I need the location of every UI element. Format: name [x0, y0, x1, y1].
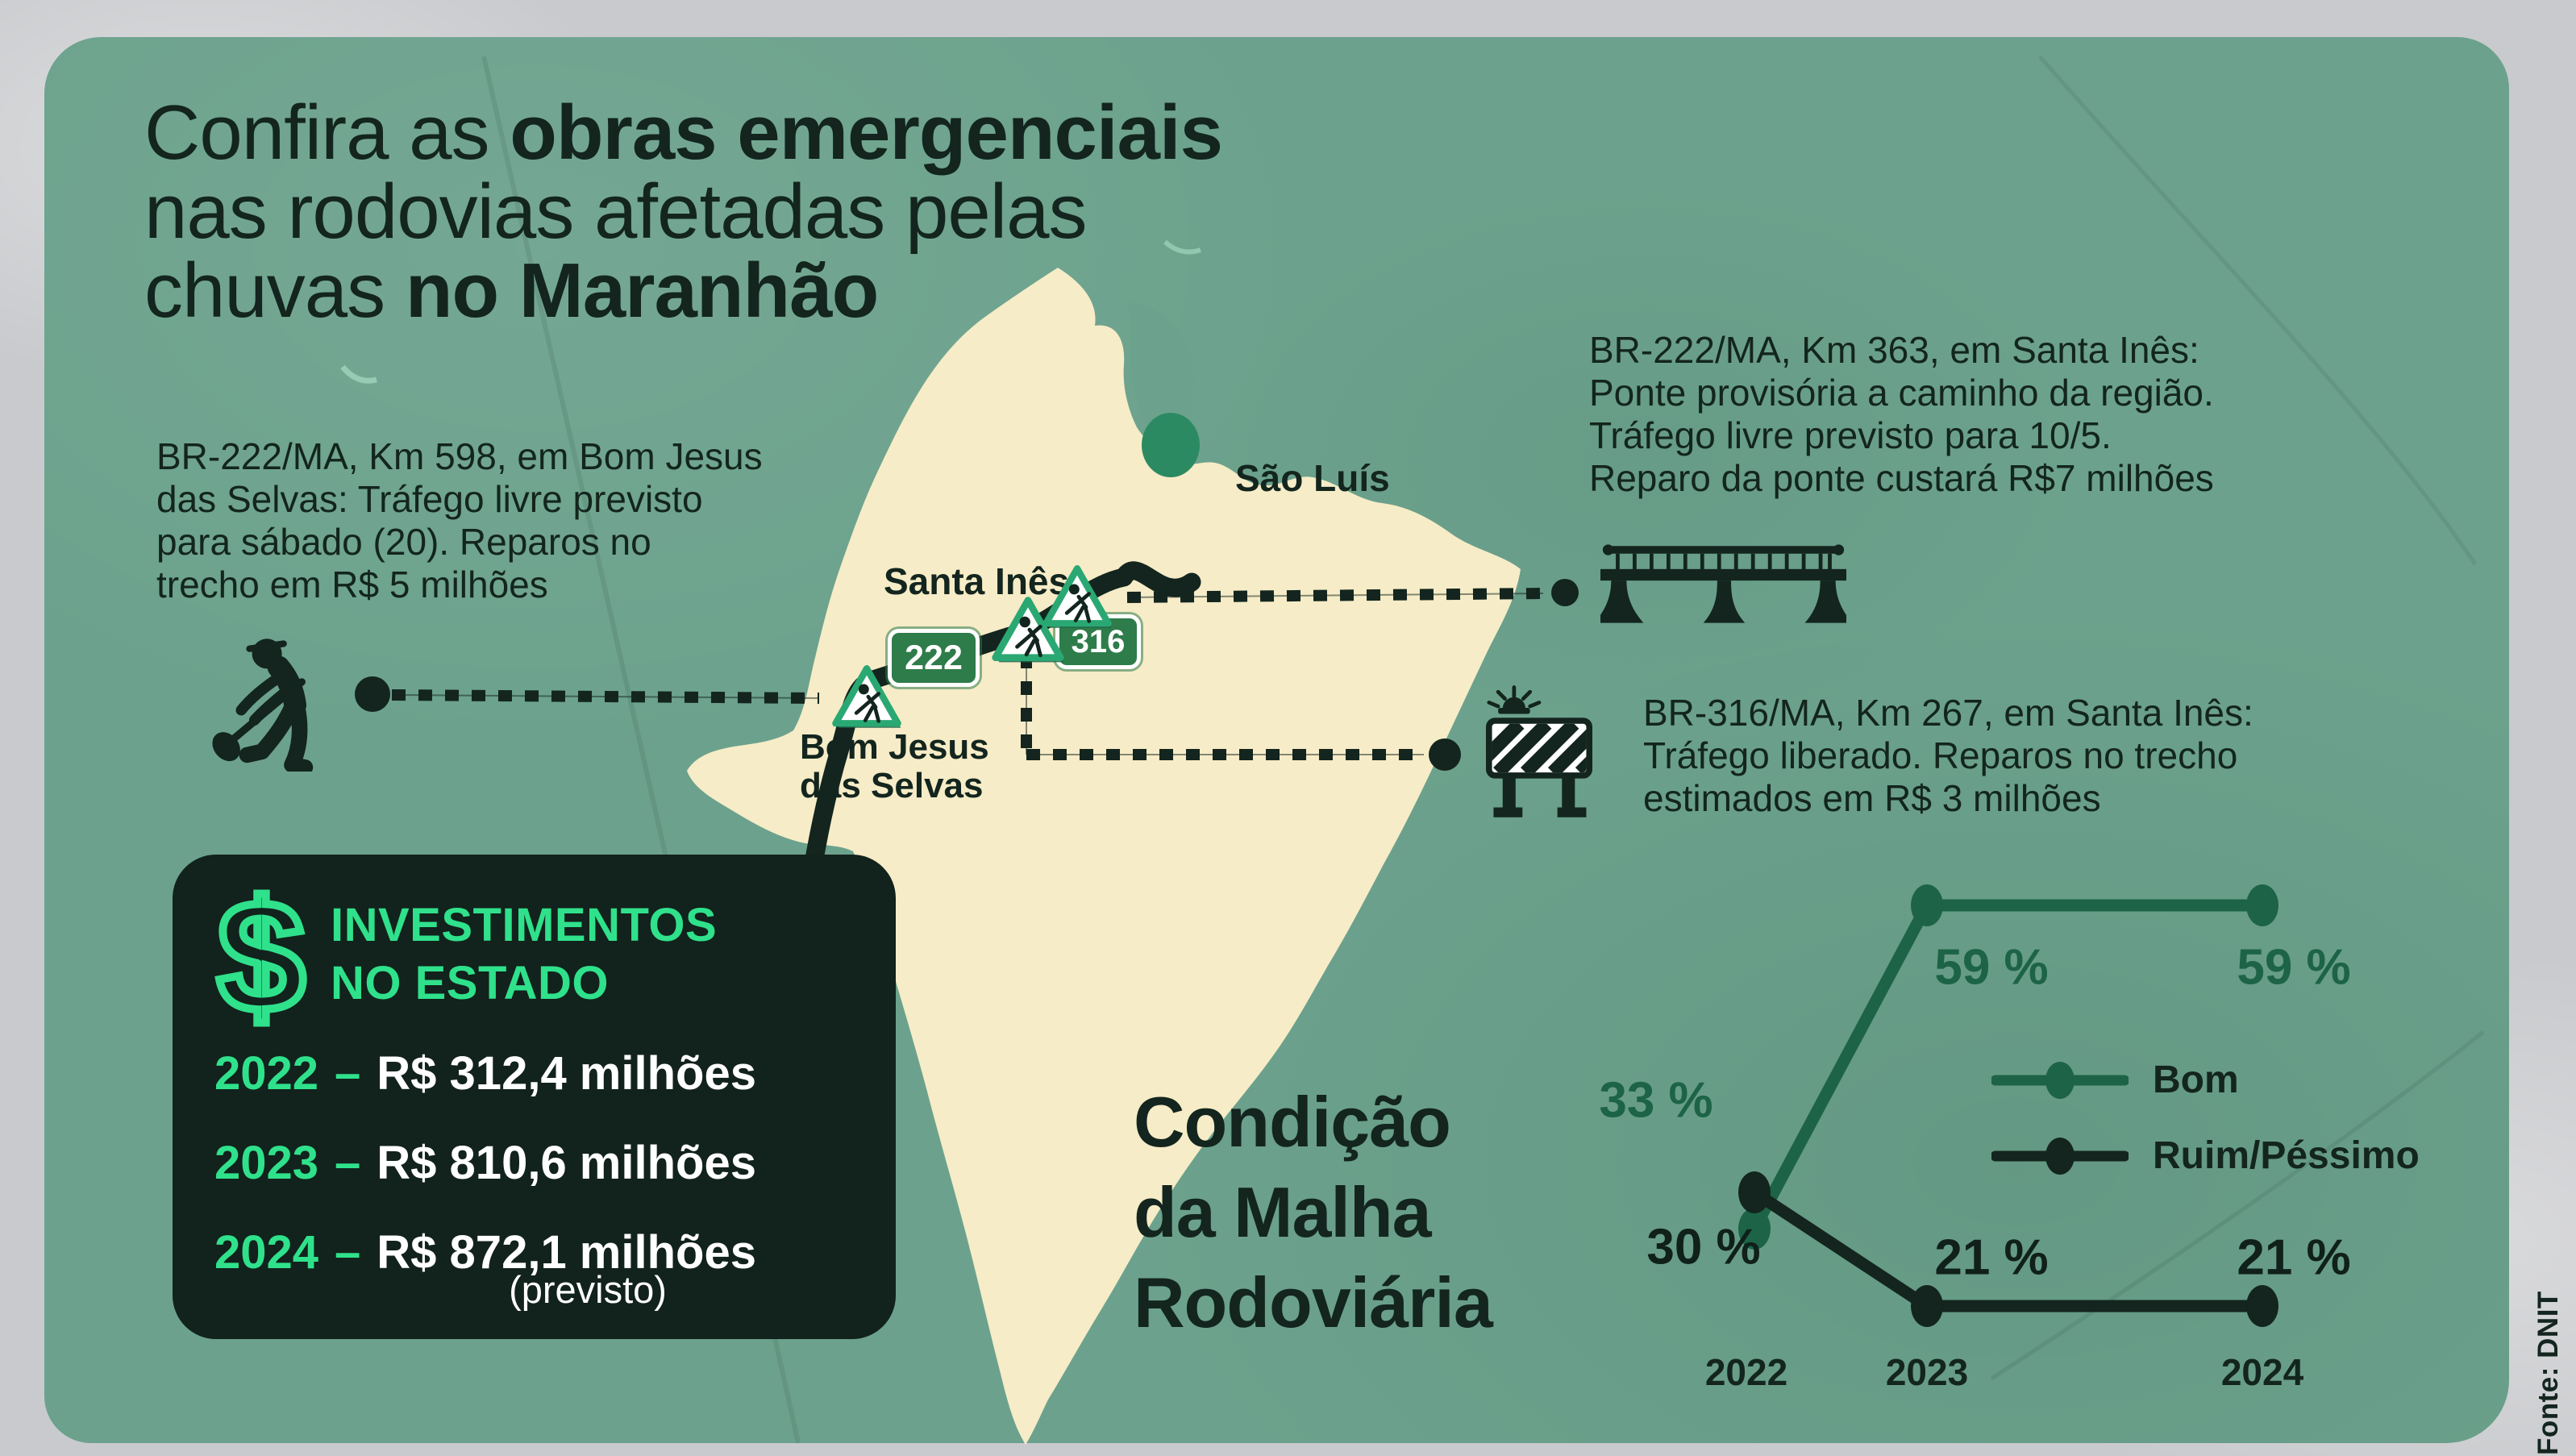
chart-title-line: da Malha [1134, 1172, 1432, 1252]
route-shield-316-number: 316 [1071, 623, 1126, 659]
point-label-bom-2022: 33 % [1599, 1072, 1713, 1129]
road-condition-chart: 33 % 59 % 59 % 30 % 21 % 21 % 2022 2023 … [1580, 847, 2459, 1411]
investments-rows: 2022 – R$ 312,4 milhões 2023 – R$ 810,6 … [214, 1046, 756, 1279]
legend-label-ruim: Ruim/Péssimo [2153, 1134, 2420, 1177]
dollar-icon: $ [213, 872, 309, 1048]
leaf-accent [1163, 239, 1201, 255]
callout-line: Reparo da ponte custará R$7 milhões [1589, 457, 2214, 499]
point-label-ruim-2024: 21 % [2237, 1229, 2351, 1286]
callout-line: Tráfego liberado. Reparos no trecho [1643, 734, 2238, 776]
barrier-icon [1486, 685, 1592, 817]
worker-icon [212, 639, 314, 772]
callout-bom-jesus: BR-222/MA, Km 598, em Bom Jesus das Selv… [156, 435, 763, 606]
callout-line: BR-222/MA, Km 598, em Bom Jesus [156, 435, 763, 477]
point-label-ruim-2023: 21 % [1934, 1229, 2049, 1286]
title-part: chuvas [144, 248, 406, 334]
investment-value: R$ 872,1 milhões [377, 1226, 756, 1279]
point-label-bom-2024: 59 % [2237, 939, 2351, 996]
investment-year: 2023 [214, 1137, 319, 1189]
roadwork-sign-icon [1042, 565, 1112, 628]
title-line-1: Confira as obras emergenciais [144, 94, 1223, 173]
investment-value: R$ 312,4 milhões [377, 1047, 756, 1100]
data-point-ruim [2246, 1285, 2278, 1327]
investment-year: 2024 [214, 1226, 319, 1279]
route-shield-222-number: 222 [905, 638, 963, 677]
leaf-accent [340, 364, 377, 384]
route-shield-222: 222 [888, 629, 980, 687]
data-point-ruim [1911, 1285, 1943, 1327]
axis-label-2024: 2024 [2220, 1351, 2304, 1393]
callout-line: Tráfego livre previsto para 10/5. [1589, 414, 2112, 456]
chart-title-line: Condição [1134, 1082, 1451, 1162]
data-point-ruim [1738, 1171, 1771, 1213]
legend-item-bom: Bom [1991, 1058, 2239, 1102]
label-sao-luis: São Luís [1235, 457, 1390, 499]
paper-crease [1990, 1030, 2485, 1381]
callout-br316: BR-316/MA, Km 267, em Santa Inês: Tráfeg… [1643, 692, 2253, 820]
investments-panel: $ INVESTIMENTOS NO ESTADO 2022 – R$ 312,… [173, 855, 896, 1339]
investments-title: INVESTIMENTOS NO ESTADO [331, 896, 717, 1013]
title-part: Confira as [144, 89, 510, 176]
callout-line: Ponte provisória a caminho da região. [1589, 372, 2214, 414]
callout-line: para sábado (20). Reparos no [156, 521, 651, 563]
data-point-bom [1911, 884, 1943, 926]
investment-dash: – [335, 1137, 361, 1189]
investment-row-2022: 2022 – R$ 312,4 milhões [214, 1046, 756, 1100]
connector-dot [355, 676, 390, 712]
callout-line: estimados em R$ 3 milhões [1643, 777, 2101, 819]
investments-title-line: NO ESTADO [331, 957, 609, 1009]
maranhao-state-shape [687, 268, 1521, 1445]
investment-dash: – [335, 1047, 361, 1100]
paper-crease [2038, 55, 2478, 566]
islet [1200, 446, 1232, 460]
callout-line: trecho em R$ 5 milhões [156, 564, 548, 605]
investment-row-2024: 2024 – R$ 872,1 milhões [214, 1225, 756, 1279]
svg-text:$: $ [217, 872, 305, 1045]
sao-luis-bay-water [1127, 300, 1194, 451]
title-part-bold: obras emergenciais [510, 89, 1223, 176]
legend-item-ruim: Ruim/Péssimo [1991, 1134, 2420, 1178]
investment-year: 2022 [214, 1047, 319, 1100]
title-line-3: chuvas no Maranhão [144, 252, 1222, 331]
bridge-icon [1600, 544, 1846, 623]
axis-label-2022: 2022 [1704, 1351, 1788, 1393]
connector-dot [1551, 579, 1579, 606]
chart-lines [1738, 884, 2278, 1327]
legend-label-bom: Bom [2153, 1059, 2239, 1101]
investments-title-line: INVESTIMENTOS [331, 899, 718, 951]
point-label-bom-2023: 59 % [1934, 939, 2049, 996]
point-label-ruim-2022: 30 % [1646, 1219, 1761, 1275]
roadwork-sign-icon [832, 665, 901, 728]
data-point-bom [1738, 1208, 1771, 1250]
source-credit: Fonte: DNIT [2532, 1291, 2564, 1455]
label-bom-jesus-line: Bom Jesus [800, 727, 989, 767]
connector-dashed-bridge [1126, 588, 1544, 603]
legend-swatch-ruim [1991, 1137, 2129, 1175]
legend-swatch-bom [1991, 1061, 2129, 1099]
callout-line: das Selvas: Tráfego livre previsto [156, 478, 703, 520]
connector-dashed-bom-jesus [391, 689, 820, 704]
axis-label-2023: 2023 [1885, 1351, 1969, 1393]
investment-dash: – [335, 1226, 361, 1279]
title-line-2: nas rodovias afetadas pelas [144, 168, 1087, 255]
sao-luis-city-dot [1142, 413, 1200, 477]
connector-dot [1429, 738, 1461, 771]
investment-row-2023: 2023 – R$ 810,6 milhões [214, 1136, 756, 1190]
page-title: Confira as obras emergenciais nas rodovi… [144, 94, 1223, 331]
label-bom-jesus-line: das Selvas [800, 766, 984, 805]
investments-note: (previsto) [509, 1268, 667, 1311]
label-bom-jesus: Bom Jesus das Selvas [800, 728, 989, 805]
title-part-bold: no Maranhão [405, 248, 879, 334]
islet [1230, 431, 1250, 440]
investment-value: R$ 810,6 milhões [377, 1137, 756, 1189]
chart-title-line: Rodoviária [1134, 1263, 1493, 1342]
data-point-bom [2246, 884, 2278, 926]
roadwork-sign-icon [992, 597, 1064, 663]
label-santa-ines: Santa Inês [884, 560, 1070, 602]
callout-line: BR-316/MA, Km 267, em Santa Inês: [1643, 692, 2253, 734]
chart-title: Condição da Malha Rodoviária [1134, 1077, 1493, 1348]
callout-line: BR-222/MA, Km 363, em Santa Inês: [1589, 329, 2199, 371]
callout-ponte: BR-222/MA, Km 363, em Santa Inês: Ponte … [1589, 329, 2214, 500]
